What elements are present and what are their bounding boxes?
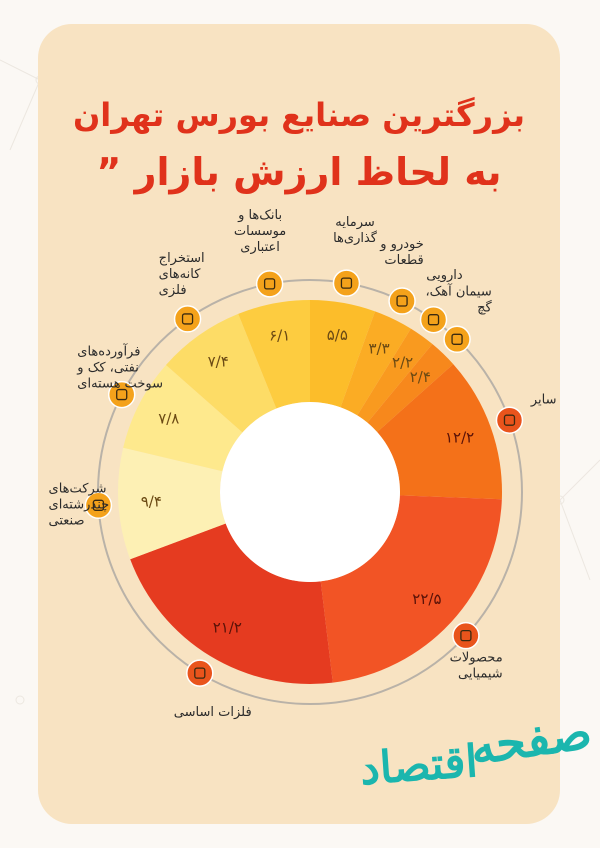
- pie-slice: [238, 300, 310, 409]
- pie-slice: [165, 313, 277, 433]
- title-line-1: بزرگترین صنایع بورس تهران: [72, 96, 525, 134]
- slice-value-label: ۲/۲: [392, 353, 413, 371]
- mining-icon: [173, 305, 202, 333]
- slice-value-label: ۳/۳: [368, 339, 389, 357]
- pie-slice: [123, 365, 243, 472]
- slice-value-label: ۲/۴: [410, 368, 431, 386]
- slice-value-label: ۶/۱: [269, 326, 290, 344]
- donut-center: [220, 402, 400, 582]
- slice-category-label: خودرو و قطعات: [379, 237, 424, 268]
- slice-category-label: استخراج کانه‌های فلزی: [159, 251, 205, 298]
- factory-icon: [495, 406, 524, 434]
- slice-category-label: دارویی: [426, 268, 463, 283]
- icon-glyph: [181, 313, 194, 325]
- title-line-2-text: به لحاظ ارزش بازار: [134, 150, 502, 194]
- slice-value-label: ۲۱/۲: [213, 618, 242, 636]
- icon-glyph: [396, 295, 408, 307]
- icon-glyph: [263, 278, 276, 290]
- slice-category-label: فرآورده‌های نفتی، کک و سوخت هسته‌ای: [76, 343, 163, 392]
- pie-slice: [118, 447, 226, 560]
- slice-value-label: ۲۲/۵: [412, 590, 441, 608]
- slice-category-label: شرکت‌های چندرشته‌ای صنعتی: [49, 481, 110, 528]
- flask-icon: [452, 621, 480, 650]
- slice-category-label: سایر: [530, 392, 557, 407]
- cement-mixer-icon: [443, 325, 471, 354]
- oil-barrel-icon: [107, 380, 136, 409]
- icon-glyph: [116, 388, 128, 401]
- icon-glyph: [427, 314, 440, 326]
- icon-glyph: [340, 277, 353, 289]
- icon-glyph: [460, 630, 472, 642]
- slice-value-label: ۷/۸: [158, 409, 179, 427]
- pie-slice: [340, 311, 411, 416]
- slice-category-label: محصولات شیمیایی: [450, 651, 503, 682]
- slice-category-label: سیمان آهک، گچ: [425, 282, 492, 315]
- slice-category-label: فلزات اساسی: [174, 705, 252, 720]
- slice-category-label: سرمایه گذاری‌ها: [333, 215, 378, 246]
- car-icon: [388, 287, 416, 315]
- quote-mark-icon: ”: [96, 150, 122, 194]
- bank-icon: [255, 270, 284, 298]
- industrial-icon: [84, 491, 113, 520]
- slice-value-label: ۵/۵: [327, 326, 348, 344]
- pie-slice: [367, 344, 454, 433]
- pie-slice: [377, 364, 502, 500]
- icon-glyph: [451, 333, 463, 345]
- pie-slice: [357, 328, 433, 423]
- pie-slice: [310, 300, 376, 408]
- brand-logo-part2: اقتصاد: [358, 735, 480, 796]
- icon-glyph: [92, 499, 105, 511]
- slice-value-label: ۷/۴: [208, 353, 229, 371]
- pie-slice: [320, 495, 502, 683]
- icon-glyph: [194, 667, 206, 679]
- slice-category-label: بانک‌ها و موسسات اعتباری: [234, 208, 286, 255]
- money-bag-icon: [332, 269, 361, 297]
- metal-bars-icon: [186, 659, 214, 687]
- slice-value-label: ۹/۴: [141, 492, 162, 510]
- slice-value-label: ۱۲/۲: [445, 429, 474, 447]
- pill-icon: [419, 305, 448, 334]
- icon-glyph: [503, 414, 516, 426]
- pie-slice: [130, 523, 333, 685]
- title-line-2: به لحاظ ارزش بازار ”: [38, 150, 560, 194]
